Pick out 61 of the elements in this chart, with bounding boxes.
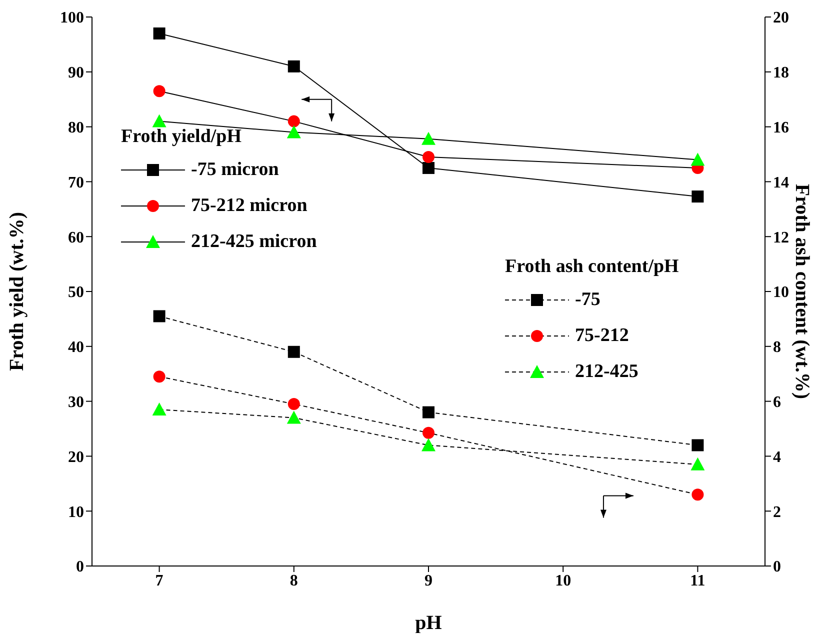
- y2-tick-label: 18: [773, 64, 789, 82]
- y-tick-label: 80: [68, 119, 84, 136]
- point: [286, 125, 301, 138]
- legend-label: 75-212: [575, 325, 629, 347]
- x-tick-label: 9: [424, 572, 432, 590]
- y-tick-label: 70: [68, 174, 84, 192]
- y-tick-label: 30: [68, 394, 84, 411]
- point: [153, 310, 166, 322]
- x-tick-label: 7: [155, 572, 164, 590]
- y2-tick-label: 10: [773, 284, 789, 302]
- point: [422, 438, 436, 452]
- y-tick-label: 40: [68, 339, 84, 356]
- point: [288, 398, 300, 410]
- point: [153, 27, 166, 40]
- point: [152, 402, 166, 416]
- y2-tick-label: 20: [773, 10, 789, 27]
- point: [286, 410, 301, 424]
- legend-label: 212-425 micron: [191, 231, 317, 253]
- y-axis-title: Froth yield (wt.%): [6, 212, 28, 372]
- y2-tick-label: 16: [773, 119, 789, 136]
- point: [422, 132, 436, 145]
- point: [152, 114, 166, 128]
- y2-tick-label: 14: [773, 174, 789, 192]
- point: [690, 457, 705, 470]
- point: [288, 60, 300, 72]
- y-tick-label: 50: [68, 284, 84, 302]
- point: [690, 152, 705, 166]
- y-tick-label: 10: [68, 504, 84, 521]
- y-tick-label: 60: [68, 229, 84, 246]
- point: [422, 162, 434, 174]
- point: [422, 150, 434, 163]
- point: [153, 370, 166, 383]
- point: [692, 190, 704, 203]
- y2-tick-label: 8: [773, 339, 781, 356]
- y2-tick-label: 12: [773, 229, 789, 246]
- y2-axis-title: Froth ash content (wt.%): [790, 184, 813, 400]
- point: [288, 346, 300, 358]
- point: [422, 426, 434, 439]
- y2-tick-label: 2: [773, 504, 781, 521]
- x-tick-label: 11: [690, 572, 706, 590]
- point: [288, 115, 300, 128]
- legend-label: 75-212 micron: [191, 195, 308, 217]
- point: [153, 85, 166, 98]
- y-tick-label: 90: [68, 64, 84, 82]
- annotation: Froth ash content/pH: [505, 256, 679, 278]
- y-tick-label: 0: [76, 558, 84, 576]
- x-axis-title: pH: [415, 612, 442, 634]
- y-tick-label: 100: [60, 10, 84, 27]
- point: [692, 439, 704, 452]
- x-tick-label: 10: [555, 572, 572, 590]
- legend-label: -75: [575, 289, 600, 311]
- y2-tick-label: 6: [773, 394, 781, 411]
- y2-tick-label: 0: [773, 558, 781, 576]
- legend-title: Froth yield/pH: [121, 126, 243, 148]
- point: [692, 488, 704, 501]
- point: [422, 406, 434, 418]
- y2-tick-label: 4: [773, 448, 781, 466]
- legend-label: 212-425: [575, 361, 638, 383]
- legend-label: -75 micron: [191, 159, 279, 181]
- y-tick-label: 20: [68, 448, 84, 466]
- x-tick-label: 8: [290, 572, 298, 590]
